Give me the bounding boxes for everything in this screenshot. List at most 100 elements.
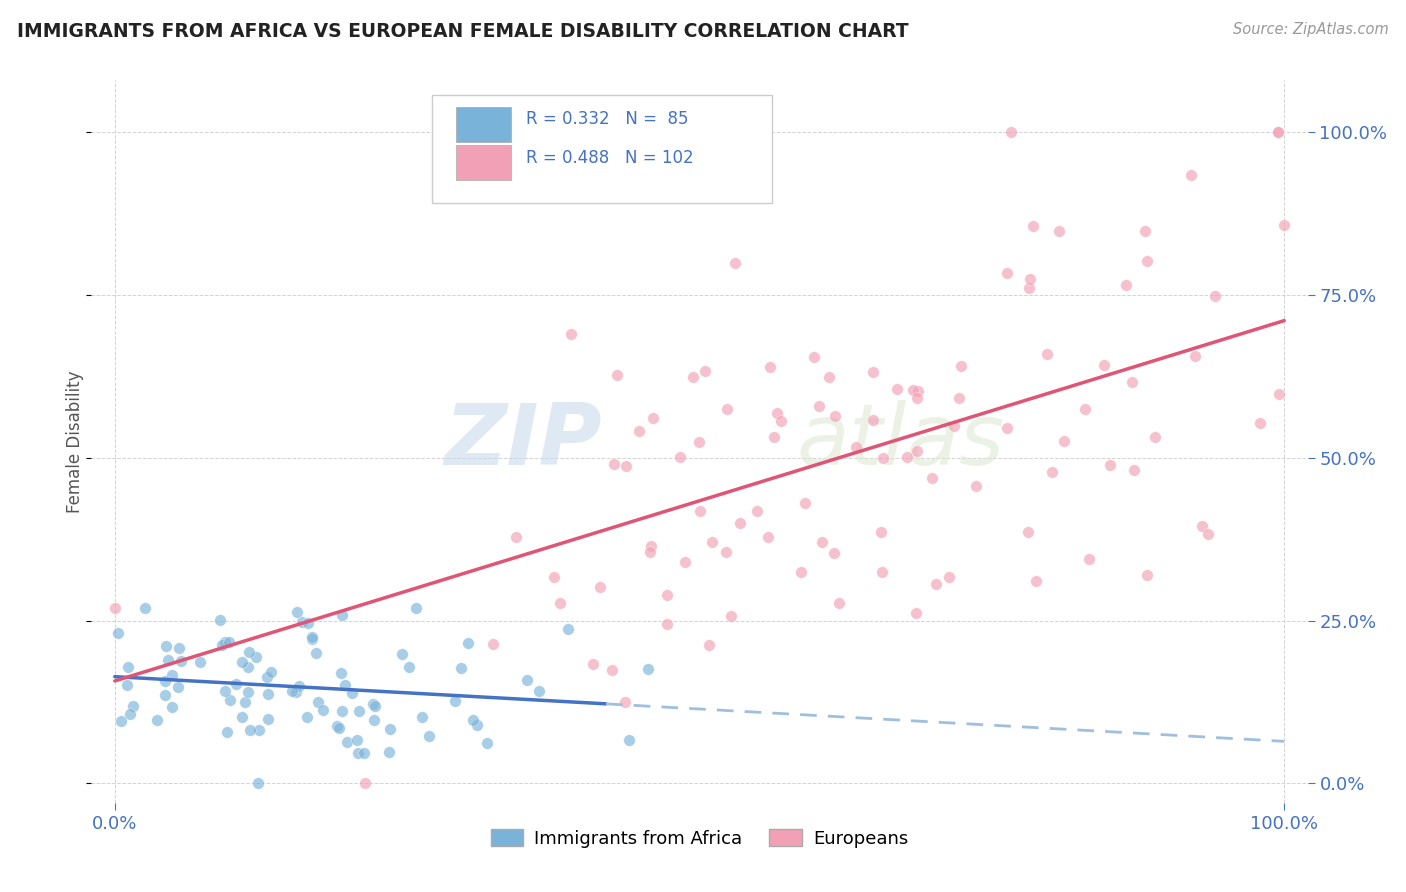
Point [628,424,651,438]
Point [638,545,661,559]
Point [247,723,270,737]
Point [238,659,260,673]
Point [803,351,825,365]
Point [330,704,353,718]
Point [209,613,232,627]
Point [475,736,498,750]
FancyBboxPatch shape [456,145,510,180]
Point [1019,272,1042,286]
Text: R = 0.332   N =  85: R = 0.332 N = 85 [526,111,688,128]
Point [1136,567,1159,582]
Point [1267,125,1289,139]
Point [1267,125,1289,139]
Point [1272,218,1295,232]
Point [617,732,640,747]
Point [600,663,623,677]
Point [828,596,851,610]
Point [925,577,948,591]
Point [766,406,789,420]
Point [560,327,582,342]
Point [1017,524,1039,539]
Point [1074,402,1097,417]
Point [443,694,465,708]
Point [505,530,527,544]
Point [1018,281,1040,295]
Point [167,640,190,655]
Point [257,687,280,701]
Point [789,565,811,579]
Point [1099,458,1122,472]
Point [862,413,884,427]
Point [823,546,845,560]
Point [824,409,846,423]
Point [245,649,267,664]
Point [1136,253,1159,268]
Point [640,539,662,553]
Point [763,430,786,444]
Point [896,450,918,464]
Point [548,596,571,610]
Point [333,677,356,691]
Point [297,615,319,630]
Point [1092,358,1115,372]
Point [728,516,751,530]
Point [1047,224,1070,238]
Point [637,662,659,676]
Point [214,684,236,698]
Point [260,665,283,679]
Point [256,670,278,684]
Point [346,733,368,747]
Point [595,178,617,192]
Point [655,589,678,603]
Point [1135,224,1157,238]
Point [287,679,309,693]
Point [697,638,720,652]
Point [921,471,943,485]
Point [349,704,371,718]
Point [328,721,350,735]
Point [312,703,335,717]
Point [225,676,247,690]
Point [301,632,323,647]
Point [1191,519,1213,533]
Point [418,729,440,743]
Point [329,666,352,681]
Point [745,504,768,518]
Point [1123,463,1146,477]
Point [411,710,433,724]
Point [295,710,318,724]
Point [557,623,579,637]
Point [218,692,240,706]
Point [233,695,256,709]
Point [340,686,363,700]
FancyBboxPatch shape [456,107,510,142]
Point [1000,125,1022,139]
Point [307,695,329,709]
Point [886,382,908,396]
Point [720,609,742,624]
Point [378,722,401,736]
Point [965,479,987,493]
Point [995,266,1018,280]
Legend: Immigrants from Africa, Europeans: Immigrants from Africa, Europeans [484,822,915,855]
Point [291,615,314,629]
FancyBboxPatch shape [432,95,772,203]
Point [285,685,308,699]
Point [110,714,132,729]
Point [117,659,139,673]
Point [465,718,488,732]
Point [872,451,894,466]
Point [810,534,832,549]
Point [682,369,704,384]
Point [457,635,479,649]
Point [603,457,626,471]
Text: IMMIGRANTS FROM AFRICA VS EUROPEAN FEMALE DISABILITY CORRELATION CHART: IMMIGRANTS FROM AFRICA VS EUROPEAN FEMAL… [17,22,908,41]
Point [217,725,239,739]
Point [1022,219,1045,234]
Point [398,660,420,674]
Point [231,655,253,669]
Point [326,719,349,733]
Point [905,606,928,620]
Point [700,534,723,549]
Point [214,635,236,649]
